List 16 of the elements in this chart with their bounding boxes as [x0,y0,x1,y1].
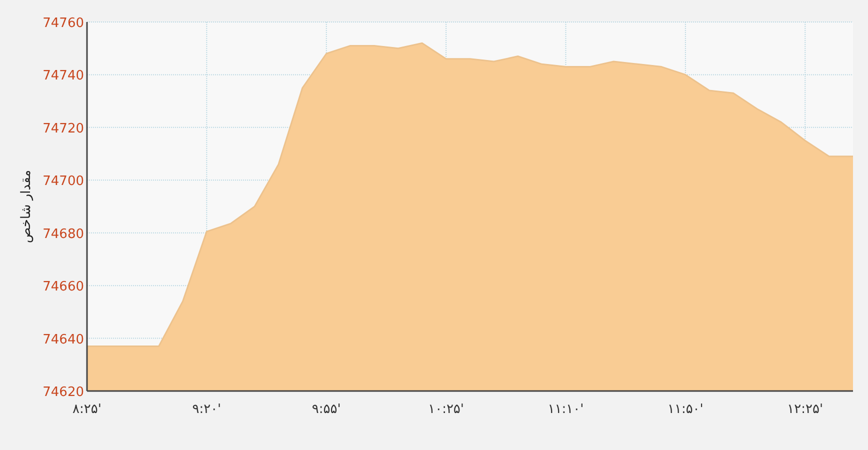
x-tick-label: ۱۲:۲۵' [787,402,824,417]
x-tick-label: ۹:۲۰' [192,402,222,417]
y-tick-label: 74700 [42,174,84,190]
y-tick-label: 74760 [42,16,84,31]
y-tick-label: 74680 [42,226,84,242]
y-tick-label: 74640 [42,332,84,348]
x-tick-label: ۸:۲۵' [72,402,102,417]
x-tick-label: ۹:۵۵' [312,402,341,417]
x-tick-label: ۱۱:۵۰' [667,402,704,417]
x-tick-label: ۱۱:۱۰' [548,402,584,417]
x-tick-label: ۱۰:۲۵' [428,402,464,417]
y-tick-label: 74720 [42,121,84,136]
y-axis-title: مقدار شاخص [19,170,34,244]
y-tick-label: 74620 [42,385,84,400]
y-tick-label: 74740 [42,68,84,84]
y-tick-label: 74660 [42,280,84,295]
